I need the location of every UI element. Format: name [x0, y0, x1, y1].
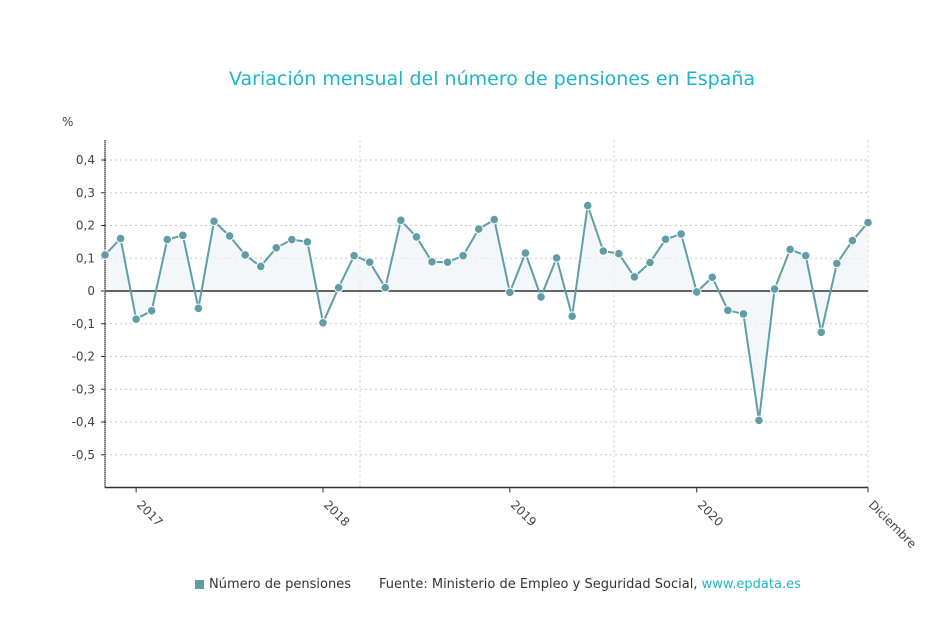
data-point: [567, 311, 577, 322]
x-tick-label: 2019: [508, 498, 539, 529]
data-point: [520, 248, 531, 258]
data-point: [333, 282, 344, 293]
data-point: [489, 214, 500, 225]
y-tick-label: 0,2: [76, 219, 95, 233]
data-point: [614, 248, 624, 259]
data-point: [707, 272, 718, 283]
x-tick-label: 2018: [321, 498, 352, 529]
legend: Número de pensiones Fuente: Ministerio d…: [195, 577, 801, 592]
data-point: [816, 327, 827, 338]
data-point: [209, 216, 219, 227]
data-point: [769, 284, 780, 294]
data-point: [505, 287, 515, 298]
chart-title: Variación mensual del número de pensione…: [229, 68, 755, 90]
data-point: [427, 257, 437, 267]
data-point: [271, 242, 282, 253]
source-text: Fuente: Ministerio de Empleo y Seguridad…: [379, 577, 698, 592]
y-tick-label: 0: [87, 284, 95, 298]
data-point: [800, 250, 811, 261]
data-point: [598, 246, 609, 256]
data-point: [380, 282, 391, 293]
data-point: [676, 229, 686, 239]
data-point: [115, 233, 126, 244]
data-point: [364, 257, 375, 267]
data-point: [629, 272, 640, 282]
legend-series-label[interactable]: Número de pensiones: [209, 577, 351, 592]
x-tick-label: Diciembre: [866, 498, 919, 551]
area-fill: [105, 205, 868, 421]
data-point: [785, 244, 795, 255]
data-point: [442, 257, 453, 267]
data-point: [318, 317, 328, 328]
data-point: [832, 258, 842, 269]
data-point: [691, 287, 702, 297]
data-point: [255, 261, 266, 272]
data-point: [723, 305, 733, 316]
data-point: [847, 235, 858, 246]
data-point: [178, 230, 188, 241]
data-point: [536, 292, 546, 302]
y-axis-label: %: [62, 115, 73, 129]
data-point: [224, 231, 235, 241]
data-point: [551, 253, 562, 263]
data-point: [754, 415, 764, 426]
data-point: [287, 234, 297, 245]
y-tick-label: -0,3: [72, 382, 95, 396]
data-point: [162, 234, 173, 245]
data-point: [131, 314, 141, 324]
data-point: [863, 217, 873, 228]
y-tick-label: 0,1: [76, 251, 95, 265]
legend-swatch: [195, 580, 204, 589]
data-point: [146, 305, 157, 316]
y-tick-label: -0,4: [72, 415, 95, 429]
y-tick-label: 0,3: [76, 186, 95, 200]
data-point: [411, 232, 422, 242]
data-point: [458, 250, 468, 261]
data-point: [473, 224, 484, 234]
data-point: [193, 303, 204, 314]
x-tick-label: 2020: [695, 498, 726, 529]
data-point: [240, 250, 250, 260]
data-point: [645, 257, 655, 268]
source-link[interactable]: www.epdata.es: [701, 577, 801, 592]
y-tick-label: -0,2: [72, 350, 95, 364]
x-tick-label: 2017: [134, 498, 165, 529]
y-tick-label: -0,5: [72, 448, 95, 462]
data-point: [396, 215, 406, 226]
data-point: [349, 250, 359, 261]
data-point: [100, 250, 110, 260]
data-point: [302, 237, 313, 247]
data-point: [738, 309, 749, 319]
data-point: [582, 200, 593, 211]
y-tick-label: -0,1: [72, 317, 95, 331]
y-tick-label: 0,4: [76, 153, 95, 167]
data-point: [660, 234, 671, 245]
